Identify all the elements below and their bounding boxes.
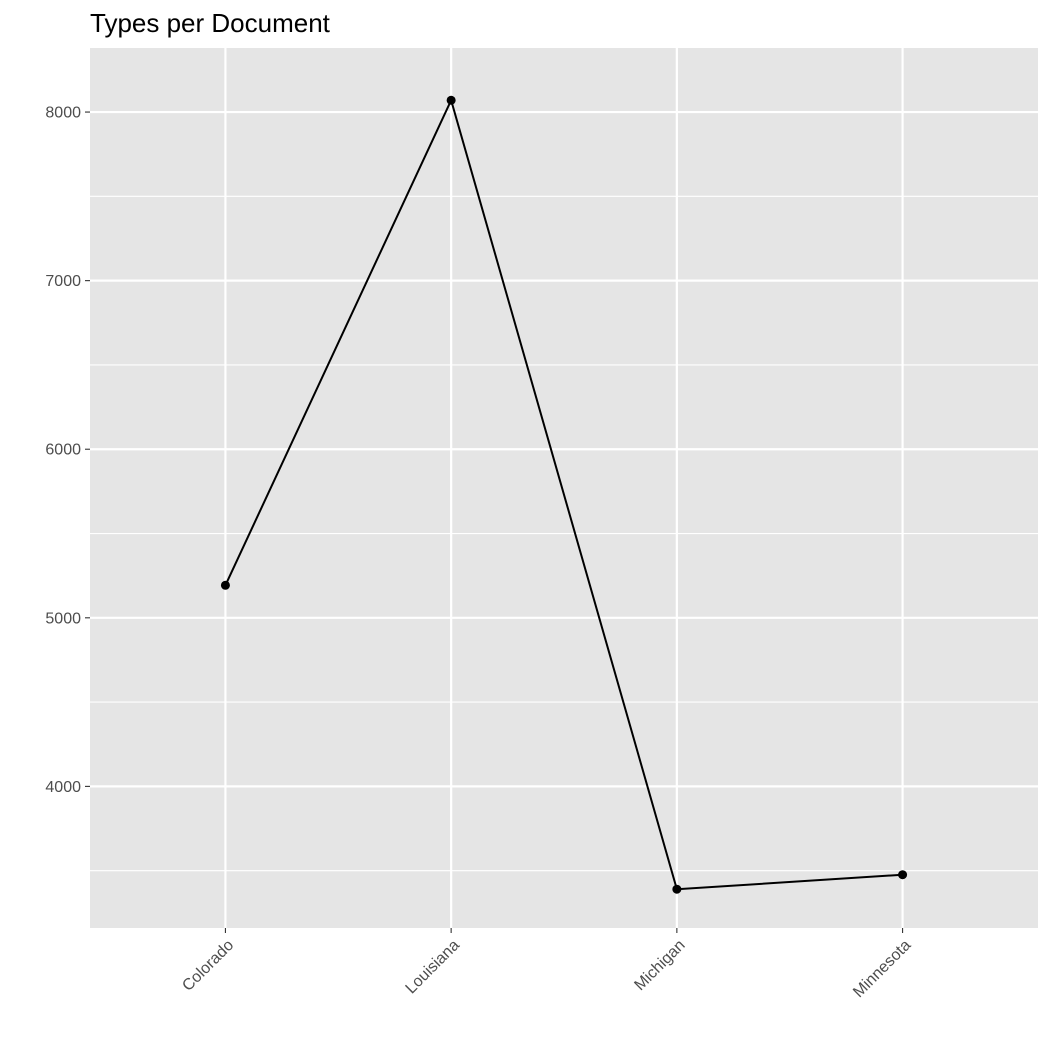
data-point [672,884,682,894]
chart-title: Types per Document [90,8,331,38]
y-tick-label: 8000 [45,105,81,122]
series-line [224,99,903,891]
data-point [898,870,908,880]
y-axis: 4000 5000 6000 7000 8000 [45,105,90,796]
y-tick-label: 7000 [45,273,81,290]
x-tick-label: Colorado [179,937,237,995]
y-tick-label: 5000 [45,610,81,627]
data-point [220,580,230,590]
major-gridlines [90,48,1038,928]
data-point [446,95,456,105]
series-layer [220,95,908,894]
x-tick-label: Michigan [631,937,688,994]
minor-gridlines [90,195,1038,872]
x-tick-label: Louisiana [403,937,464,998]
x-axis: Colorado Louisiana Michigan Minnesota [179,928,914,1001]
y-tick-label: 6000 [45,442,81,459]
plot-panel [90,48,1038,928]
y-tick-label: 4000 [45,779,81,796]
x-tick-label: Minnesota [850,937,914,1001]
